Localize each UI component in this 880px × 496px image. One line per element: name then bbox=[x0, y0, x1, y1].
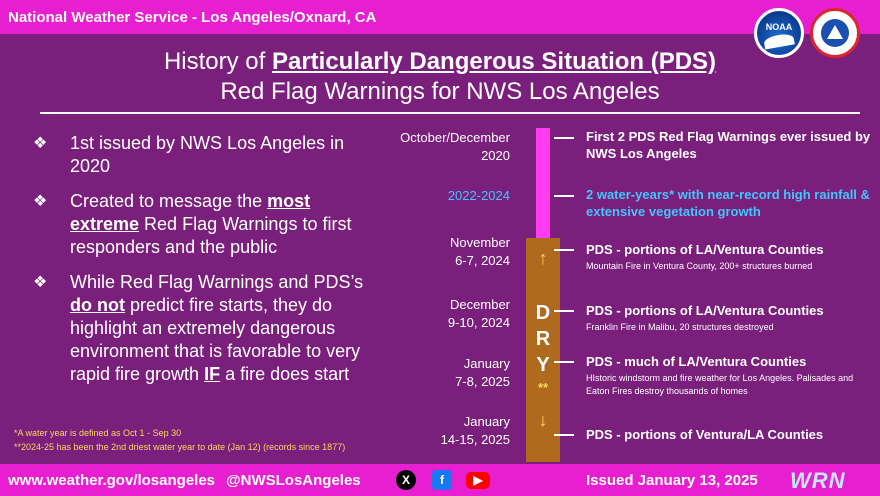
x-icon[interactable]: X bbox=[396, 470, 416, 490]
issued-date: Issued January 13, 2025 bbox=[586, 472, 758, 489]
down-arrow-icon: ↓ bbox=[538, 410, 548, 430]
social-handle[interactable]: @NWSLosAngeles bbox=[226, 472, 361, 489]
youtube-icon[interactable]: ▶ bbox=[466, 472, 490, 489]
timeline-tick bbox=[554, 310, 574, 312]
date-line: 6-7, 2024 bbox=[455, 253, 510, 268]
bullet-3-text-b: predict fire starts, they do highlight a… bbox=[70, 295, 361, 384]
timeline-date-2: 2022-2024 bbox=[380, 187, 510, 205]
timeline-date-1: October/December 2020 bbox=[380, 129, 510, 165]
timeline-event-2: 2 water-years* with near-record high rai… bbox=[586, 186, 876, 220]
timeline-date-6: January 14-15, 2025 bbox=[380, 413, 510, 449]
website-link[interactable]: www.weather.gov/losangeles bbox=[8, 472, 216, 489]
event-heading: PDS - much of LA/Ventura Counties bbox=[586, 354, 807, 369]
event-heading: First 2 PDS Red Flag Warnings ever issue… bbox=[586, 129, 871, 161]
water-year-note: *A water year is defined as Oct 1 - Sep … bbox=[14, 428, 182, 438]
title-prefix: History of bbox=[163, 48, 272, 75]
title-emphasis: Particularly Dangerous Situation (PDS) bbox=[271, 48, 717, 75]
timeline-event-4: PDS - portions of LA/Ventura Counties Fr… bbox=[586, 302, 876, 334]
date-line: 2022-2024 bbox=[447, 188, 510, 203]
dry-year-note: **2024-25 has been the 2nd driest water … bbox=[14, 442, 346, 452]
bullet-2-text-b: Red Flag Warnings to first responders an… bbox=[70, 214, 352, 257]
bullet-item-1: ❖ 1st issued by NWS Los Angeles in 2020 bbox=[30, 132, 370, 178]
dry-letter-d: D bbox=[535, 302, 551, 324]
timeline-tick bbox=[554, 249, 574, 251]
page-title-line2: Red Flag Warnings for NWS Los Angeles bbox=[220, 78, 660, 105]
nws-logo bbox=[810, 8, 860, 58]
timeline-tick bbox=[554, 137, 574, 139]
bullet-item-3: ❖ While Red Flag Warnings and PDS’s do n… bbox=[30, 271, 370, 386]
timeline-tick bbox=[554, 361, 574, 363]
bullet-3-emphasis: do not bbox=[70, 295, 125, 315]
timeline-date-4: December 9-10, 2024 bbox=[380, 296, 510, 332]
event-heading: PDS - portions of LA/Ventura Counties bbox=[586, 303, 824, 318]
footer-bar: www.weather.gov/losangeles @NWSLosAngele… bbox=[0, 464, 880, 496]
event-heading: PDS - portions of LA/Ventura Counties bbox=[586, 242, 824, 257]
dry-stars: ** bbox=[537, 380, 549, 395]
diamond-bullet-icon: ❖ bbox=[33, 135, 48, 152]
timeline-event-5: PDS - much of LA/Ventura Counties HIstor… bbox=[586, 353, 876, 398]
page-title-line1: History of Particularly Dangerous Situat… bbox=[0, 48, 880, 76]
facebook-icon[interactable]: f bbox=[432, 470, 452, 490]
dry-period-box: ↑ D R Y ** ↓ bbox=[526, 238, 560, 462]
bullet-list: ❖ 1st issued by NWS Los Angeles in 2020 … bbox=[30, 132, 370, 398]
bullet-3-text-c: a fire does start bbox=[220, 364, 350, 384]
event-heading: 2 water-years* with near-record high rai… bbox=[586, 187, 870, 219]
diamond-bullet-icon: ❖ bbox=[33, 274, 48, 291]
date-line: 2020 bbox=[481, 148, 510, 163]
header-bar: National Weather Service - Los Angeles/O… bbox=[0, 0, 880, 34]
date-line: 14-15, 2025 bbox=[440, 432, 510, 447]
date-line: October/December bbox=[400, 130, 510, 145]
timeline-date-3: November 6-7, 2024 bbox=[380, 234, 510, 270]
bullet-2-emphasis: most extreme bbox=[70, 191, 311, 234]
bullet-3-emphasis-if: IF bbox=[204, 364, 221, 384]
noaa-bird-icon bbox=[763, 32, 795, 50]
office-name: National Weather Service - Los Angeles/O… bbox=[8, 9, 377, 26]
bullet-3-text-a: While Red Flag Warnings and PDS’s bbox=[70, 272, 364, 292]
title-divider bbox=[40, 112, 860, 114]
noaa-logo: NOAA bbox=[754, 8, 804, 58]
dry-letter-r: R bbox=[535, 328, 551, 350]
event-detail: HIstoric windstorm and fire weather for … bbox=[586, 373, 854, 396]
timeline-date-5: January 7-8, 2025 bbox=[380, 355, 510, 391]
timeline-event-6: PDS - portions of Ventura/LA Counties bbox=[586, 426, 876, 443]
bullet-1-text: 1st issued by NWS Los Angeles in 2020 bbox=[70, 133, 345, 176]
date-line: November bbox=[450, 235, 510, 250]
noaa-logo-text: NOAA bbox=[765, 22, 793, 32]
date-line: January bbox=[463, 356, 510, 371]
nws-triangle-icon bbox=[827, 25, 843, 39]
bullet-item-2: ❖ Created to message the most extreme Re… bbox=[30, 190, 370, 259]
date-line: December bbox=[450, 297, 510, 312]
timeline-event-1: First 2 PDS Red Flag Warnings ever issue… bbox=[586, 128, 876, 162]
event-heading: PDS - portions of Ventura/LA Counties bbox=[586, 427, 824, 442]
wrn-logo: WRN bbox=[790, 468, 846, 493]
timeline-tick bbox=[554, 434, 574, 436]
date-line: January bbox=[463, 414, 510, 429]
event-detail: Mountain Fire in Ventura County, 200+ st… bbox=[586, 261, 813, 271]
timeline-event-3: PDS - portions of LA/Ventura Counties Mo… bbox=[586, 241, 876, 273]
diamond-bullet-icon: ❖ bbox=[33, 193, 48, 210]
event-detail: Franklin Fire in Malibu, 20 structures d… bbox=[586, 322, 774, 332]
dry-letter-y: Y bbox=[536, 354, 550, 376]
date-line: 7-8, 2025 bbox=[455, 374, 510, 389]
date-line: 9-10, 2024 bbox=[447, 315, 510, 330]
bullet-2-text-a: Created to message the bbox=[70, 191, 268, 211]
up-arrow-icon: ↑ bbox=[538, 248, 548, 268]
timeline-tick bbox=[554, 195, 574, 197]
